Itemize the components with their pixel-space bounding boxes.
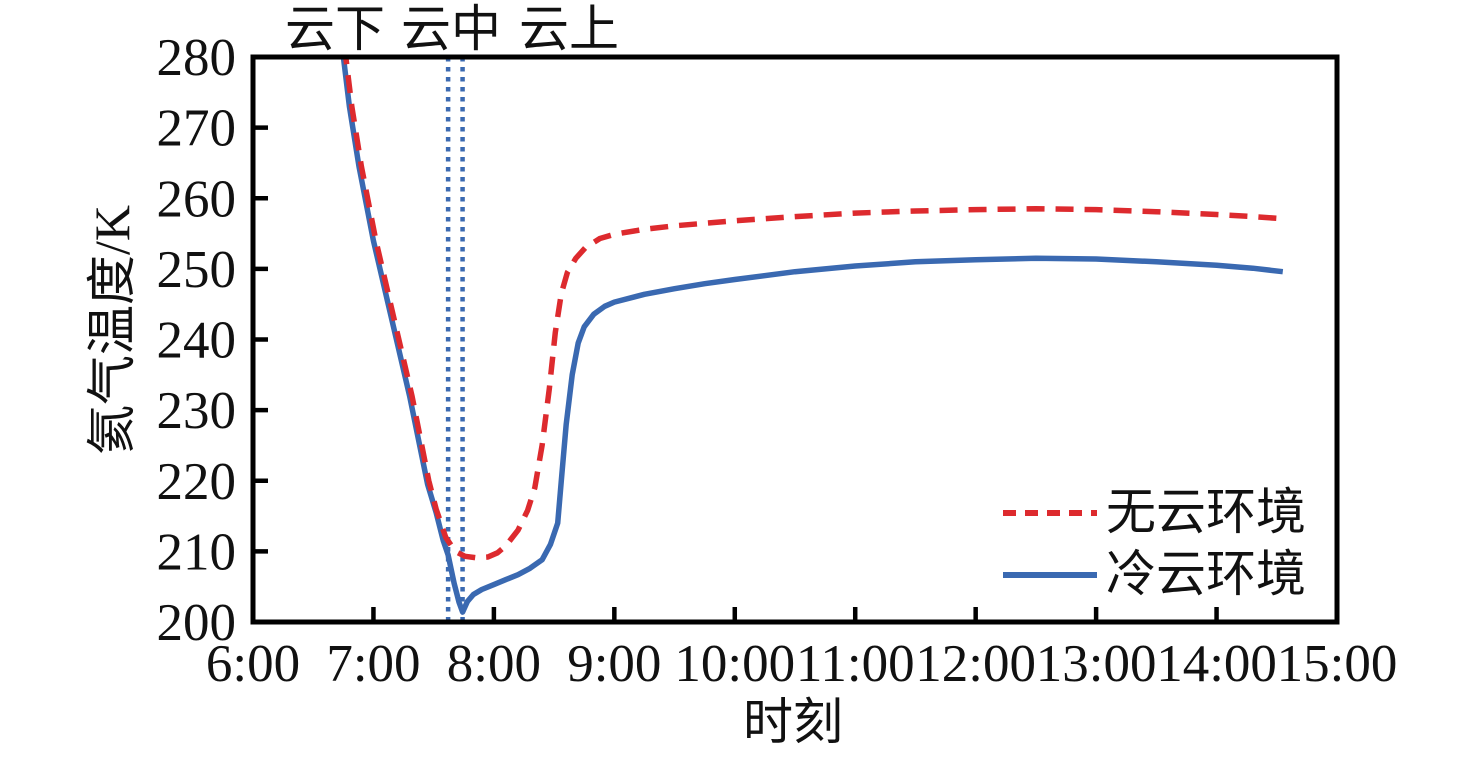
cloud-region-label-above-cloud: 云上 [519,1,619,57]
x-axis-title: 时刻 [743,694,843,750]
x-tick-label: 14:00 [1156,635,1277,693]
x-tick-label: 13:00 [1036,635,1157,693]
x-tick-label: 8:00 [447,635,541,693]
y-tick-label: 200 [157,594,237,652]
x-tick-label: 10:00 [674,635,795,693]
y-tick-label: 260 [157,170,237,228]
cloud-region-label-below-cloud: 云下 [285,1,385,57]
legend-entry-cloudfree-label: 无云环境 [1106,484,1306,540]
y-tick-label: 250 [157,241,237,299]
y-tick-label: 240 [157,312,237,370]
y-tick-label: 270 [157,100,237,158]
x-tick-label: 12:00 [915,635,1036,693]
y-tick-label: 230 [157,382,237,440]
x-tick-label: 7:00 [326,635,420,693]
x-tick-label: 11:00 [796,635,915,693]
series-line-cloudfree [343,57,1283,561]
x-tick-label: 9:00 [567,635,661,693]
y-axis-title: 氦气温度/K [84,205,140,455]
y-tick-label: 280 [157,29,237,87]
y-tick-label: 210 [157,523,237,581]
y-tick-label: 220 [157,453,237,511]
series-line-coldcloud [340,57,1284,615]
legend-entry-coldcloud-label: 冷云环境 [1106,546,1306,602]
x-tick-label: 6:00 [206,635,300,693]
cloud-region-label-in-cloud: 云中 [401,1,501,57]
x-tick-label: 15:00 [1277,635,1398,693]
